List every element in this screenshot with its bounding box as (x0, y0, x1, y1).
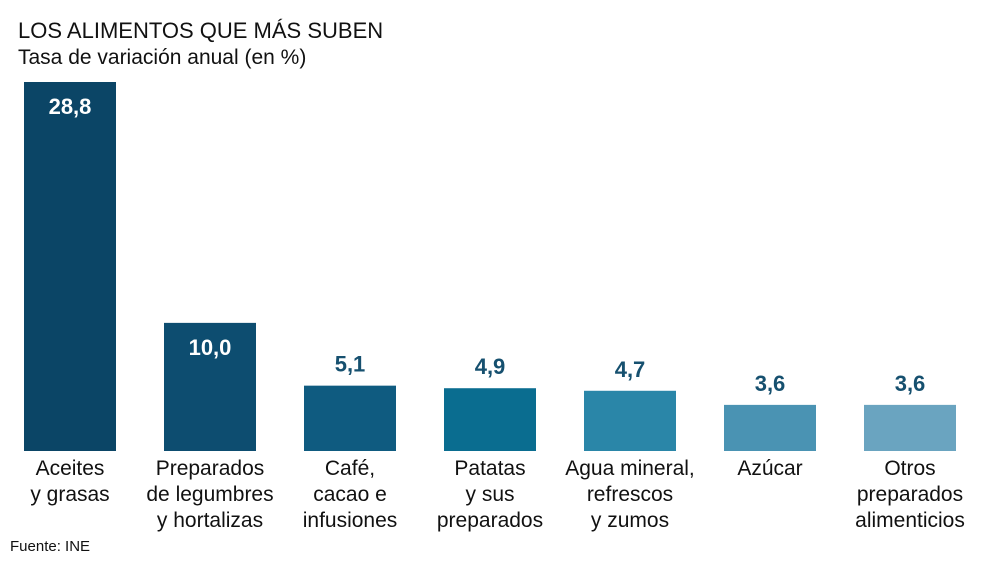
category-label: Preparados de legumbres y hortalizas (146, 457, 274, 532)
category-label: Otros preparados alimenticios (855, 457, 965, 532)
bar (444, 388, 536, 451)
category-label: Azúcar (737, 457, 803, 480)
value-label: 10,0 (189, 335, 232, 360)
value-label: 3,6 (895, 371, 926, 396)
bar (584, 390, 676, 451)
bar (724, 404, 816, 451)
bar (24, 82, 116, 451)
value-label: 4,9 (475, 354, 506, 379)
chart-subtitle: Tasa de variación anual (en %) (18, 46, 307, 69)
value-label: 3,6 (755, 371, 786, 396)
bar (164, 322, 256, 451)
value-label: 4,7 (615, 357, 646, 382)
value-label: 28,8 (49, 94, 92, 119)
category-label: Aceites y grasas (30, 457, 110, 506)
chart-title: LOS ALIMENTOS QUE MÁS SUBEN (18, 18, 384, 43)
source: Fuente: INE (10, 538, 91, 555)
bar (864, 404, 956, 451)
category-label: Patatas y sus preparados (436, 457, 544, 532)
value-label: 5,1 (335, 352, 366, 377)
category-label: Café, cacao e infusiones (302, 457, 398, 532)
bar (304, 385, 396, 451)
category-label: Agua mineral, refrescos y zumos (565, 457, 695, 532)
